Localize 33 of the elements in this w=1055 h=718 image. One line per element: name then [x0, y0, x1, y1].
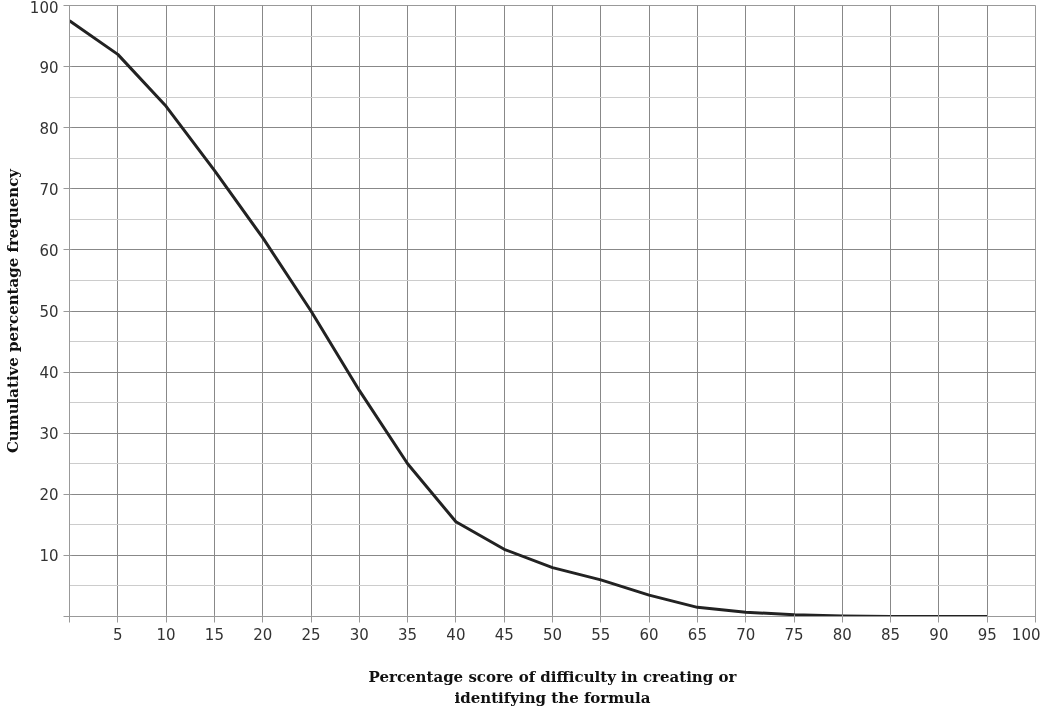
- x-tick-label: 70: [736, 625, 756, 644]
- y-tick-label: 50: [39, 303, 59, 321]
- y-tick-label: 60: [39, 241, 59, 260]
- x-tick-label: 15: [204, 625, 224, 644]
- x-tick-label: 85: [881, 625, 901, 644]
- y-tick-label: 80: [39, 119, 59, 138]
- y-tick-label: 100: [29, 0, 59, 17]
- y-tick-label: 90: [39, 58, 59, 77]
- y-tick-label: 70: [39, 180, 59, 199]
- x-tick-label: 65: [687, 625, 707, 644]
- x-tick-label: 30: [349, 625, 369, 644]
- x-tick-label: 90: [929, 625, 949, 644]
- x-tick-label: 55: [591, 625, 611, 644]
- x-tick-label: 80: [832, 625, 852, 644]
- x-axis-title: Percentage score of difficulty in creating or identifying the formula: [368, 667, 738, 708]
- x-tick-label: 25: [301, 625, 321, 644]
- x-tick-label: 10: [156, 625, 176, 644]
- y-tick-label: 10: [39, 547, 59, 566]
- y-tick-label: 30: [39, 425, 59, 444]
- x-tick-label: 60: [639, 625, 659, 644]
- x-tick-label: 45: [494, 625, 514, 644]
- line-series: [69, 19, 989, 617]
- x-tick-label: 40: [446, 625, 466, 644]
- x-tick-label: 20: [253, 625, 273, 644]
- x-tick-label: 50: [542, 625, 563, 644]
- x-tick-label: 35: [398, 625, 418, 644]
- y-axis-title: Cumulative percentage frequency: [3, 167, 22, 454]
- x-tick-label: 5: [113, 625, 123, 644]
- x-tick-label: 100: [1011, 625, 1041, 644]
- x-tick-label: 95: [977, 625, 997, 644]
- x-tick-label: 75: [784, 625, 804, 644]
- y-tick-label: 20: [39, 486, 59, 505]
- y-tick-label: 40: [39, 364, 59, 383]
